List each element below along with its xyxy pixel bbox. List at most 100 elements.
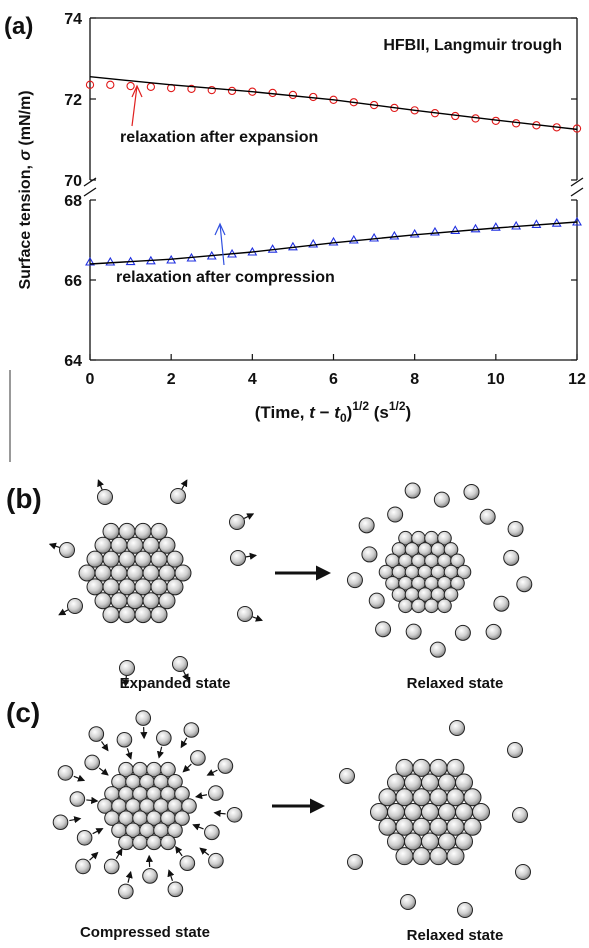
particle xyxy=(438,599,452,613)
motion-arrow xyxy=(59,610,68,615)
particle xyxy=(103,551,119,567)
caption: Relaxed state xyxy=(407,927,504,943)
particle xyxy=(184,723,199,738)
particle xyxy=(388,804,405,821)
particle xyxy=(494,596,509,611)
panel-label: (c) xyxy=(6,697,40,728)
particle xyxy=(167,579,183,595)
motion-arrow xyxy=(50,544,59,547)
axis-breaks xyxy=(84,178,583,196)
y-axis-label: Surface tension, σ (mN/m) xyxy=(17,90,34,289)
particle xyxy=(87,551,103,567)
data-point xyxy=(147,83,154,90)
motion-arrow xyxy=(101,741,107,750)
x-tick-label: 10 xyxy=(487,371,505,388)
panel-label: (a) xyxy=(4,13,33,40)
particle xyxy=(456,833,473,850)
particle xyxy=(147,835,162,850)
motion-arrow xyxy=(215,813,226,814)
particle xyxy=(143,537,159,553)
particle xyxy=(340,769,355,784)
data-point xyxy=(330,238,338,245)
particle xyxy=(388,507,403,522)
data-point xyxy=(411,230,419,237)
motion-arrow xyxy=(86,800,97,801)
data-point xyxy=(532,220,540,227)
particle xyxy=(111,565,127,581)
x-axis-label: (Time, t − t0)1/2 (s1/2) xyxy=(255,399,411,425)
particle xyxy=(208,786,223,801)
particle xyxy=(103,607,119,623)
particle xyxy=(120,661,135,676)
x-tick-label: 6 xyxy=(329,371,338,388)
motion-arrow xyxy=(125,676,126,686)
y-tick-label: 68 xyxy=(64,193,82,210)
data-point xyxy=(350,236,358,243)
particle xyxy=(422,774,439,791)
y-label-part: Surface tension, xyxy=(17,161,34,290)
particle xyxy=(60,543,75,558)
y-tick-label: 64 xyxy=(64,353,82,370)
particle xyxy=(439,804,456,821)
motion-arrow xyxy=(196,795,207,797)
motion-arrow xyxy=(181,738,187,747)
chart-title: HFBII, Langmuir trough xyxy=(383,37,562,54)
particle xyxy=(405,804,422,821)
particle xyxy=(434,492,449,507)
annotation: relaxation after expansion xyxy=(120,129,318,146)
particle xyxy=(95,537,111,553)
particle xyxy=(103,579,119,595)
x-label-part: 1/2 xyxy=(352,399,369,413)
particle xyxy=(227,807,242,822)
caption: Expanded state xyxy=(120,675,231,692)
caption: Relaxed state xyxy=(407,675,504,692)
particle xyxy=(133,835,148,850)
particle xyxy=(508,743,523,758)
particle xyxy=(168,882,183,897)
particle xyxy=(430,848,447,865)
particle xyxy=(117,732,132,747)
particle xyxy=(396,789,413,806)
particle xyxy=(119,579,135,595)
particle xyxy=(218,759,233,774)
particle xyxy=(396,759,413,776)
particle xyxy=(359,518,374,533)
y-tick-label: 72 xyxy=(64,92,82,109)
particle xyxy=(376,622,391,637)
x-label-part: (s xyxy=(369,403,389,422)
y-tick-label: 66 xyxy=(64,273,82,290)
particle xyxy=(464,484,479,499)
data-point xyxy=(107,81,114,88)
particle xyxy=(447,818,464,835)
particle xyxy=(95,593,111,609)
data-point xyxy=(127,82,134,89)
particle xyxy=(58,766,73,781)
motion-arrow xyxy=(169,870,173,880)
particle xyxy=(119,884,134,899)
particle xyxy=(456,804,473,821)
x-label-part: (Time, xyxy=(255,403,309,422)
x-label-part: ) xyxy=(406,403,412,422)
particle xyxy=(413,759,430,776)
particle xyxy=(127,537,143,553)
particle xyxy=(161,835,176,850)
caption: Compressed state xyxy=(80,924,210,941)
particle xyxy=(447,848,464,865)
particle xyxy=(119,551,135,567)
particle xyxy=(159,593,175,609)
particle xyxy=(143,869,158,884)
data-point xyxy=(512,222,520,229)
particle xyxy=(135,579,151,595)
particle xyxy=(430,759,447,776)
particle xyxy=(143,593,159,609)
particle xyxy=(388,833,405,850)
particle xyxy=(159,565,175,581)
particle xyxy=(103,523,119,539)
motion-arrow xyxy=(208,770,218,775)
particle xyxy=(405,774,422,791)
particle xyxy=(464,789,481,806)
x-label-part: − xyxy=(315,403,334,422)
particle xyxy=(171,489,186,504)
particle xyxy=(405,483,420,498)
